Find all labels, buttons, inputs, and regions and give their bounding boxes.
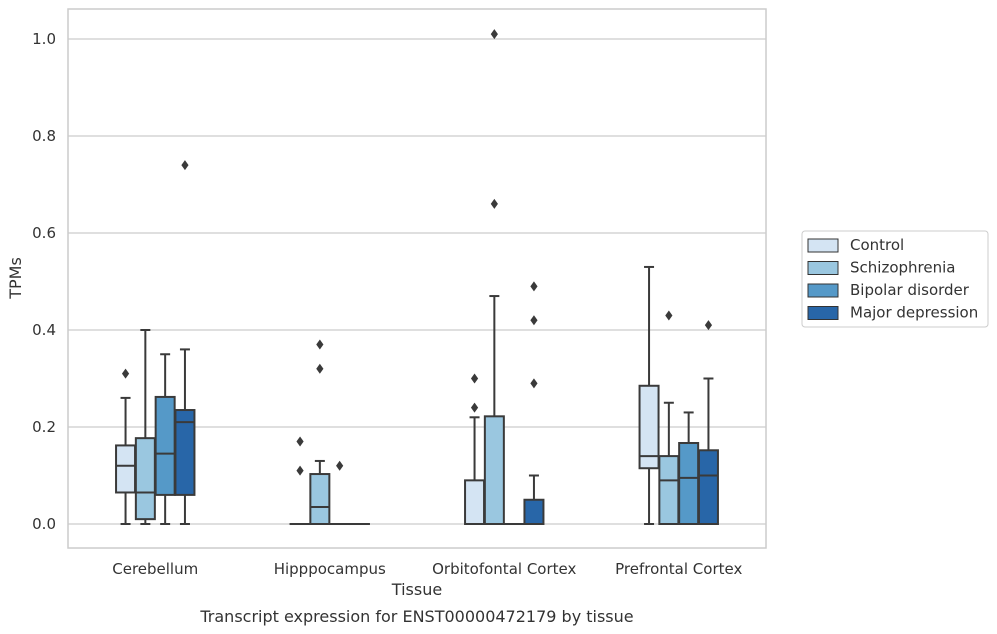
box-iqr — [309, 473, 331, 526]
y-tick-label: 0.4 — [32, 321, 56, 339]
box-schizophrenia — [483, 29, 505, 525]
box-major-depression — [697, 320, 719, 525]
y-tick-label: 0.0 — [32, 515, 56, 533]
box-iqr — [678, 442, 700, 526]
legend-label: Control — [850, 236, 904, 254]
legend-swatch — [807, 283, 839, 298]
outlier-point — [490, 198, 498, 209]
outlier-point — [316, 339, 324, 350]
legend-label: Bipolar disorder — [850, 281, 970, 299]
box-major-depression — [174, 160, 196, 525]
legend-swatch — [807, 261, 839, 275]
box-iqr — [697, 449, 719, 525]
box-iqr — [523, 498, 545, 525]
x-tick-label: Prefrontal Cortex — [615, 560, 742, 578]
x-tick-label: Cerebellum — [112, 560, 198, 578]
outlier-point — [470, 402, 479, 413]
outlier-point — [665, 310, 673, 321]
y-tick-labels: 0.0 0.2 0.4 0.6 0.8 1.0 — [32, 30, 56, 533]
box-iqr — [658, 455, 680, 526]
box-iqr — [115, 444, 137, 494]
outlier-point — [181, 160, 189, 171]
y-tick-label: 0.8 — [32, 127, 56, 145]
legend-frame — [801, 230, 989, 328]
outlier-point — [121, 368, 130, 379]
box-control — [464, 373, 486, 526]
outlier-point — [530, 281, 538, 292]
box-schizophrenia — [134, 329, 156, 525]
x-tick-label: Orbitofontal Cortex — [432, 560, 576, 578]
outlier-point — [704, 320, 713, 331]
outlier-point — [530, 378, 538, 389]
outlier-point — [316, 363, 324, 374]
outlier-point — [470, 373, 479, 384]
outlier-point — [490, 29, 498, 40]
outlier-point — [530, 315, 538, 326]
outlier-point — [336, 460, 344, 471]
box-iqr — [464, 479, 486, 526]
box-iqr — [638, 384, 660, 470]
box-series-group — [115, 29, 719, 526]
legend-swatch — [807, 306, 839, 320]
box-iqr — [483, 415, 505, 525]
legend-label: Major depression — [850, 304, 978, 322]
chart-caption: Transcript expression for ENST0000047217… — [199, 607, 633, 626]
outlier-point — [296, 436, 304, 447]
x-tick-labels: Cerebellum Hipppocampus Orbitofontal Corte… — [112, 560, 742, 578]
box-iqr — [174, 409, 196, 496]
legend-label: Schizophrenia — [850, 259, 955, 277]
y-tick-label: 0.6 — [32, 224, 56, 242]
legend: Control Schizophrenia Bipolar disorder Majo… — [801, 230, 989, 328]
box-iqr — [154, 395, 176, 496]
y-tick-label: 1.0 — [32, 30, 56, 48]
box-schizophrenia — [309, 339, 331, 526]
x-tick-label: Hipppocampus — [274, 560, 386, 578]
box-control — [638, 265, 660, 525]
x-axis-label: Tissue — [391, 580, 442, 599]
box-iqr — [134, 437, 156, 521]
y-tick-label: 0.2 — [32, 418, 56, 436]
box-major-depression — [523, 281, 545, 525]
outlier-point — [296, 465, 304, 476]
legend-swatch — [807, 238, 839, 253]
y-axis-label: TPMs — [6, 257, 25, 300]
